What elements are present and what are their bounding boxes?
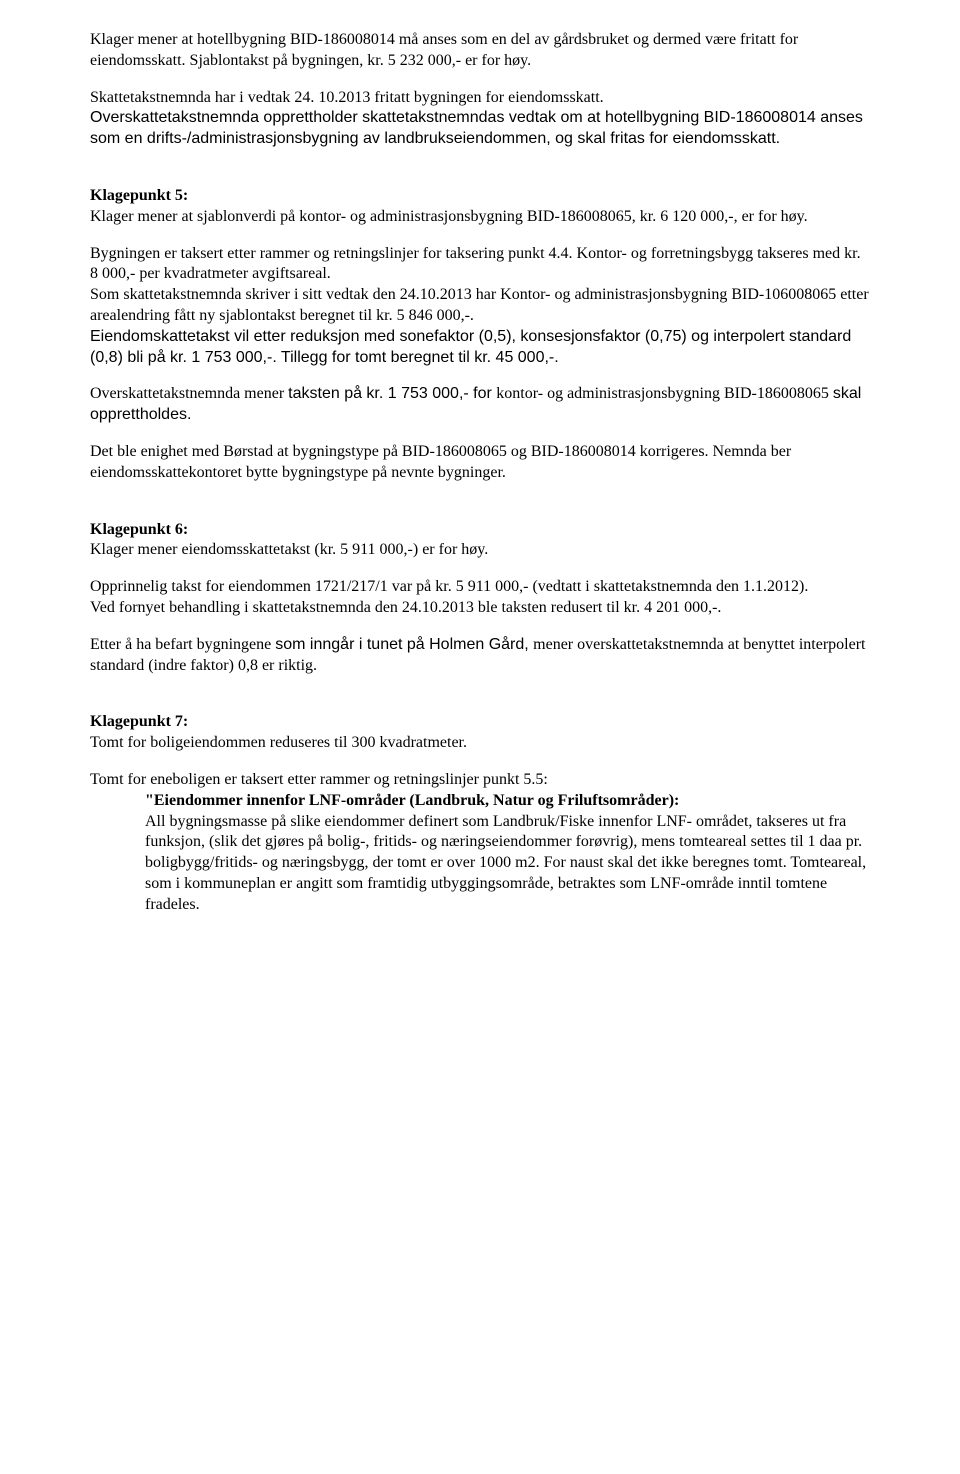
k5-p5: Overskattetakstnemnda mener taksten på k… xyxy=(90,384,870,426)
intro-p2b: Overskattetakstnemnda opprettholder skat… xyxy=(90,109,863,147)
k5-p3: Som skattetakstnemnda skriver i sitt ved… xyxy=(90,285,870,327)
k6-p2: Opprinnelig takst for eiendommen 1721/21… xyxy=(90,577,870,619)
k7-title: Klagepunkt 7: xyxy=(90,713,188,730)
intro-p1: Klager mener at hotellbygning BID-186008… xyxy=(90,30,870,72)
k7-quote-body: All bygningsmasse på slike eiendommer de… xyxy=(145,813,866,913)
k6-p3a: Etter å ha befart bygningene xyxy=(90,636,275,653)
intro-p2a: Skattetakstnemnda har i vedtak 24. 10.20… xyxy=(90,89,604,106)
k7-block: Klagepunkt 7: Tomt for boligeiendommen r… xyxy=(90,712,870,754)
k5-p5c: kontor- og administrasjonsbygning BID-18… xyxy=(496,385,833,402)
k5-p5a: Overskattetakstnemnda mener xyxy=(90,385,288,402)
intro-p2: Skattetakstnemnda har i vedtak 24. 10.20… xyxy=(90,88,870,150)
k6-title: Klagepunkt 6: xyxy=(90,521,188,538)
k5-p1: Klager mener at sjablonverdi på kontor- … xyxy=(90,208,808,225)
k5-p6: Det ble enighet med Børstad at bygningst… xyxy=(90,442,870,484)
k5-p4: Eiendomskattetakst vil etter reduksjon m… xyxy=(90,327,870,369)
k5-p5b: taksten på kr. 1 753 000,- for xyxy=(288,385,496,402)
k7-p2: Tomt for eneboligen er taksert etter ram… xyxy=(90,770,870,791)
k5-title: Klagepunkt 5: xyxy=(90,187,188,204)
k6-p2b: Ved fornyet behandling i skattetakstnemn… xyxy=(90,599,721,616)
k7-p1: Tomt for boligeiendommen reduseres til 3… xyxy=(90,734,467,751)
k6-p1: Klager mener eiendomsskattetakst (kr. 5 … xyxy=(90,541,488,558)
k7-quote-title: "Eiendommer innenfor LNF-områder (Landbr… xyxy=(145,792,679,809)
k6-p2a: Opprinnelig takst for eiendommen 1721/21… xyxy=(90,578,808,595)
k5-p2: Bygningen er taksert etter rammer og ret… xyxy=(90,244,870,286)
k6-block: Klagepunkt 6: Klager mener eiendomsskatt… xyxy=(90,520,870,562)
k7-quote: "Eiendommer innenfor LNF-områder (Landbr… xyxy=(90,791,870,916)
k6-p3: Etter å ha befart bygningene som inngår … xyxy=(90,635,870,677)
k6-p3b: som inngår i tunet på Holmen Gård, xyxy=(275,636,533,653)
k5-block: Klagepunkt 5: Klager mener at sjablonver… xyxy=(90,186,870,228)
